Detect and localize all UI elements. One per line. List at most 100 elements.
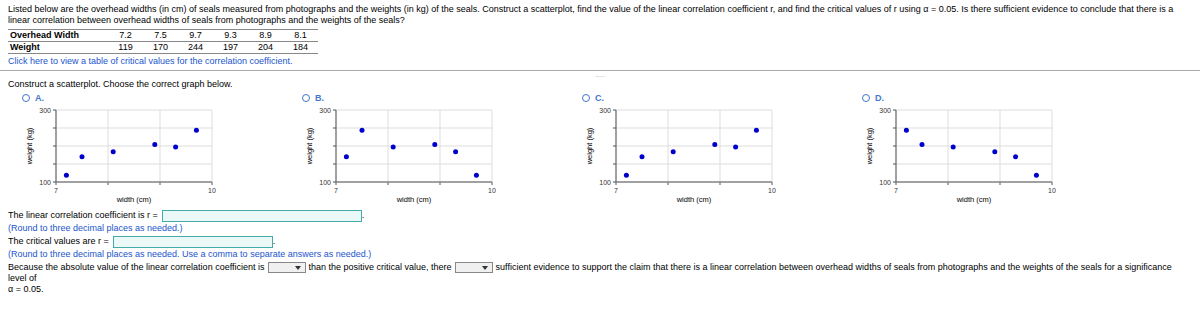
scatter-plot: 710100300width (cm)weight (kg): [582, 104, 782, 204]
critical-values-link[interactable]: Click here to view a table of critical v…: [8, 56, 1192, 67]
point: [951, 145, 956, 150]
answer-input[interactable]: [162, 210, 362, 222]
separator: .....: [0, 70, 1200, 79]
grid-line-y: [616, 128, 772, 129]
points: [64, 128, 199, 178]
answer-input[interactable]: [113, 236, 273, 248]
grid: 710100300: [39, 107, 216, 195]
grid-line-y: [336, 146, 492, 147]
conclusion-text: α = 0.05.: [8, 284, 1192, 295]
radio-button[interactable]: [302, 94, 310, 102]
graph-title: B.: [315, 93, 324, 104]
grid-line-x: [896, 110, 897, 182]
grid: 710100300: [599, 107, 776, 195]
punctuation: .: [362, 210, 365, 221]
point: [432, 142, 437, 147]
graph-label: A.: [22, 92, 288, 104]
graph-choice: A. 710100300width (cm) weight (kg): [8, 92, 288, 204]
scatter-plot: 710100300width (cm) weight (kg): [22, 104, 222, 204]
axis-y: [896, 110, 897, 182]
points: [624, 128, 759, 178]
radio-button[interactable]: [582, 94, 590, 102]
point: [111, 149, 116, 154]
table-cell: 9.3: [213, 30, 248, 42]
table-cell: 7.2: [108, 30, 143, 42]
tick-label-x: 10: [768, 187, 776, 194]
y-axis-label: weight (kg): [865, 127, 874, 165]
graph-choice: D.710100300width (cm)weight (kg): [848, 92, 1128, 204]
note: (Round to three decimal places as needed…: [8, 223, 1192, 234]
point: [992, 149, 997, 154]
table-cell: 204: [248, 42, 283, 54]
points: [344, 128, 479, 178]
table-header: Overhead Width: [8, 30, 108, 42]
grid: 710100300: [879, 107, 1056, 195]
axis-y: [616, 110, 617, 182]
tick-label-x: 7: [894, 187, 898, 194]
point: [80, 154, 85, 159]
dropdown-arrow: [295, 266, 301, 270]
point: [152, 142, 157, 147]
table-cell: 197: [213, 42, 248, 54]
tick-label-y: 300: [319, 107, 331, 114]
grid-line-y: [336, 182, 492, 183]
table-row: Overhead Width7.27.59.79.38.98.1: [8, 30, 318, 42]
table-cell: 119: [108, 42, 143, 54]
tick-label-x: 7: [54, 187, 58, 194]
point: [64, 173, 69, 178]
question-text: The linear correlation coefficient is r …: [8, 210, 158, 221]
graph-choice: C.710100300width (cm)weight (kg): [568, 92, 848, 204]
grid-line-y: [896, 164, 1052, 165]
axis-y: [56, 110, 57, 182]
table-cell: 170: [143, 42, 178, 54]
point: [671, 149, 676, 154]
table-cell: 244: [178, 42, 213, 54]
graph-label: D.: [862, 92, 1128, 104]
grid-line-y: [336, 164, 492, 165]
grid: 710100300: [319, 107, 496, 195]
table-cell: 8.9: [248, 30, 283, 42]
radio-button[interactable]: [22, 94, 30, 102]
graph-choices: A.710100300width (cm)weight (kg)B.710100…: [8, 92, 1192, 204]
grid-line-y: [336, 110, 492, 111]
radio-button[interactable]: [862, 94, 870, 102]
point: [474, 173, 479, 178]
table-header: Weight: [8, 42, 108, 54]
points: [904, 128, 1039, 178]
description: Listed below are the overhead widths (in…: [8, 4, 1192, 26]
table-cell: 9.7: [178, 30, 213, 42]
grid-line-y: [56, 110, 212, 111]
axis-x: [56, 182, 212, 183]
x-axis-label: width (cm): [116, 195, 152, 204]
axis-x: [336, 182, 492, 183]
x-axis-label: width (cm): [396, 195, 432, 204]
grid-line-y: [616, 164, 772, 165]
grid-line-y: [56, 128, 212, 129]
grid-line-y: [56, 164, 212, 165]
point: [391, 145, 396, 150]
answer-row: The critical values are r =.: [8, 234, 1192, 249]
tick-label-y: 300: [39, 107, 51, 114]
graph-title: A.: [35, 93, 44, 104]
point: [733, 145, 738, 150]
grid-line-y: [56, 146, 212, 147]
answer-row: The linear correlation coefficient is r …: [8, 208, 1192, 223]
graph-title: C.: [595, 93, 604, 104]
y-axis-label: weight (kg): [305, 127, 314, 165]
tick-label-y: 100: [599, 179, 611, 186]
graph-choice: B. 710100300width (cm) weight (kg): [288, 92, 568, 204]
page: Listed below are the overhead widths (in…: [0, 0, 1200, 295]
grid-line-y: [896, 128, 1052, 129]
point: [904, 128, 909, 133]
dropdown[interactable]: [268, 262, 306, 273]
tick-label-y: 100: [879, 179, 891, 186]
table-cell: 7.5: [143, 30, 178, 42]
grid-line-y: [896, 110, 1052, 111]
grid-line-y: [336, 128, 492, 129]
dropdown[interactable]: [455, 262, 493, 273]
tick-label-y: 300: [599, 107, 611, 114]
y-axis-label: weight (kg): [25, 127, 34, 165]
scatter-plot: 710100300width (cm)weight (kg): [862, 104, 1062, 204]
question-text: The critical values are r =: [8, 236, 109, 247]
grid-line-y: [616, 110, 772, 111]
